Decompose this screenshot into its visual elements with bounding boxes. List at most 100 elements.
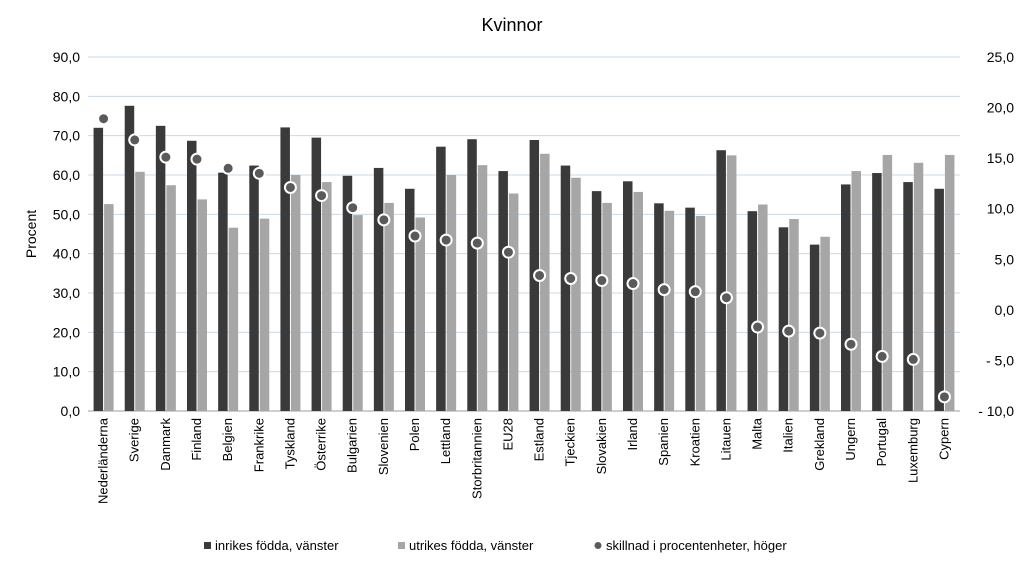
bar-utrikes — [415, 217, 425, 411]
diff-point — [875, 349, 889, 363]
category-label: Frankrike — [251, 418, 266, 472]
bar-inrikes — [311, 137, 322, 411]
bar-utrikes — [540, 153, 550, 411]
category-label: Slovenien — [376, 418, 391, 475]
bar-utrikes — [851, 171, 861, 411]
bar-inrikes — [716, 150, 726, 411]
category-label: Bulgarien — [345, 418, 360, 473]
legend-swatch — [204, 542, 211, 549]
diff-points — [97, 112, 951, 404]
category-label: Slovakien — [594, 418, 609, 474]
bar-inrikes — [560, 165, 571, 411]
diff-point — [221, 161, 235, 175]
category-label: Österrike — [314, 418, 329, 471]
bar-inrikes — [249, 165, 259, 411]
bar-inrikes — [841, 184, 851, 411]
bar-utrikes — [446, 175, 457, 411]
bar-utrikes — [322, 182, 332, 411]
diff-point — [283, 180, 297, 194]
y-tick-label: 30,0 — [53, 285, 80, 301]
bar-utrikes — [290, 175, 301, 411]
category-label: Storbritannien — [469, 418, 484, 499]
diff-point — [377, 213, 391, 227]
diff-point — [97, 112, 111, 126]
category-label: Litauen — [718, 418, 733, 461]
y-tick-label: 60,0 — [53, 167, 80, 183]
bar-inrikes — [405, 188, 415, 411]
bar-inrikes — [747, 211, 758, 411]
bar-inrikes — [218, 172, 228, 411]
bar-utrikes — [913, 162, 924, 411]
category-label: Malta — [750, 417, 765, 450]
diff-point — [782, 324, 796, 338]
diff-point — [346, 201, 360, 215]
bar-inrikes — [934, 188, 944, 411]
y2-tick-label: 5,0 — [995, 251, 1015, 267]
y-tick-label: 90,0 — [53, 49, 80, 65]
category-label: Sverige — [127, 418, 142, 462]
diff-point — [657, 283, 671, 297]
legend-item: skillnad i procentenheter, höger — [593, 538, 787, 553]
diff-point — [533, 268, 547, 282]
bar-utrikes — [135, 171, 145, 411]
bar-utrikes — [353, 215, 363, 411]
legend-label: inrikes födda, vänster — [215, 538, 339, 553]
left-axis-ticks: 0,0 10,0 20,0 30,0 40,0 50,0 60,0 70,0 80,0 90,0 — [53, 49, 80, 419]
bar-inrikes — [654, 203, 664, 411]
category-label: Irland — [625, 418, 640, 451]
bar-inrikes — [436, 146, 446, 411]
bar-inrikes — [685, 207, 695, 411]
category-label: Danmark — [158, 418, 173, 471]
y2-tick-label: 15,0 — [987, 150, 1014, 166]
bar-utrikes — [758, 204, 768, 411]
bar-utrikes — [726, 155, 737, 411]
y2-tick-label: 10,0 — [987, 201, 1014, 217]
bar-utrikes — [602, 202, 612, 411]
bar-utrikes — [633, 191, 643, 411]
bar-utrikes — [664, 210, 675, 411]
diff-point — [315, 189, 329, 203]
legend-label: skillnad i procentenheter, höger — [606, 538, 787, 553]
diff-point — [159, 150, 173, 164]
legend-item: inrikes födda, vänster — [204, 538, 339, 553]
y-axis-label: Procent — [23, 210, 39, 258]
category-label: Belgien — [220, 418, 235, 461]
y2-tick-label: 25,0 — [987, 49, 1014, 65]
diff-point — [252, 166, 266, 180]
bar-utrikes — [384, 202, 394, 411]
right-axis-ticks: - 10,0 - 5,0 0,0 5,0 10,0 15,0 20,0 25,0 — [978, 49, 1014, 419]
bar-utrikes — [789, 219, 799, 411]
legend-item: utrikes födda, vänster — [398, 538, 534, 553]
y-tick-label: 20,0 — [53, 324, 80, 340]
category-label: Finland — [189, 418, 204, 461]
bar-utrikes — [820, 236, 830, 411]
category-label: Polen — [407, 418, 422, 451]
y-tick-label: 80,0 — [53, 88, 80, 104]
bar-inrikes — [124, 105, 135, 412]
category-label: Italien — [781, 418, 796, 453]
bar-inrikes — [373, 167, 384, 411]
diff-point — [813, 326, 827, 340]
bar-utrikes — [477, 165, 488, 411]
diff-point — [470, 236, 484, 250]
category-label: Tjeckien — [563, 418, 578, 466]
category-label: EU28 — [500, 418, 515, 451]
diff-point — [564, 272, 578, 286]
bar-inrikes — [187, 140, 197, 411]
bar-inrikes — [498, 171, 508, 411]
bar-inrikes — [467, 139, 477, 411]
diff-point — [937, 390, 951, 404]
bar-inrikes — [778, 227, 789, 411]
legend-label: utrikes födda, vänster — [409, 538, 534, 553]
category-label: Lettland — [438, 418, 453, 464]
category-label: Grekland — [812, 418, 827, 471]
bar-utrikes — [166, 185, 176, 411]
bar-utrikes — [259, 218, 270, 411]
bar-utrikes — [228, 227, 239, 411]
bar-inrikes — [623, 181, 633, 411]
bar-inrikes — [903, 182, 913, 411]
y2-tick-label: - 10,0 — [978, 403, 1014, 419]
bar-inrikes — [809, 244, 820, 411]
diff-point — [128, 133, 142, 147]
